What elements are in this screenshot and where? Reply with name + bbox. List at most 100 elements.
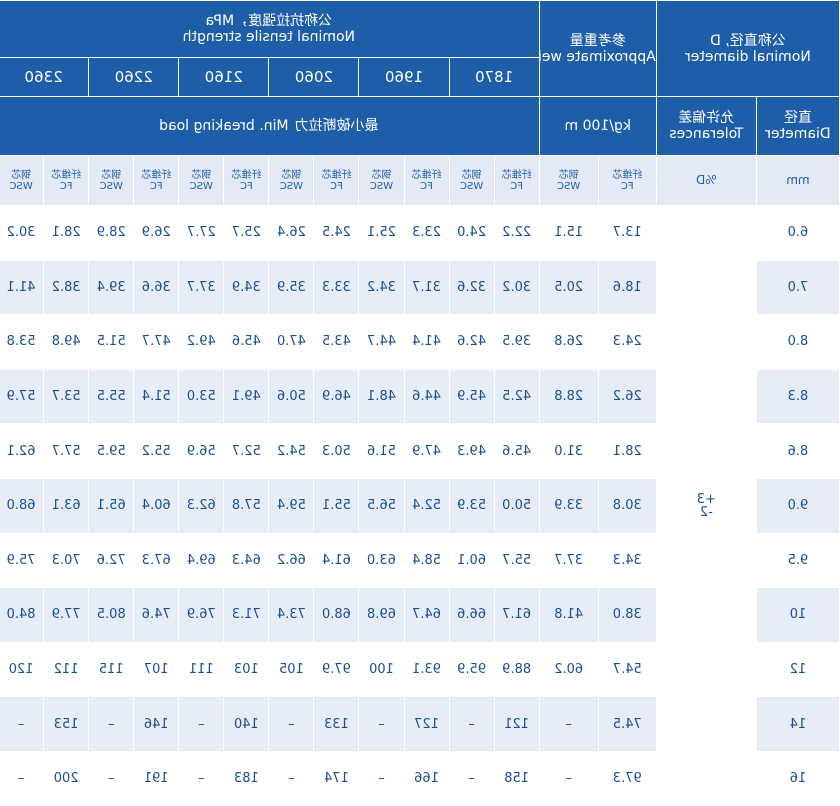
cell-text: 66.2 bbox=[276, 552, 306, 568]
cell-text: 75.9 bbox=[6, 552, 36, 568]
value-cell: 69.4 bbox=[178, 533, 224, 588]
value-cell: 38.0 bbox=[598, 587, 657, 643]
cell-text: 55.5 bbox=[96, 389, 126, 405]
cell-text: 37.7 bbox=[554, 552, 584, 568]
value-cell: 77.9 bbox=[43, 587, 89, 643]
cell-text: 51.6 bbox=[367, 443, 396, 459]
core-type-header: 钢芯 WSC bbox=[178, 155, 224, 206]
cell-text: 15.1 bbox=[554, 225, 584, 241]
cell-text: – bbox=[288, 771, 295, 787]
core-type-header: 纤维芯 FC bbox=[43, 155, 89, 206]
core-type-header: 钢芯 WSC bbox=[449, 155, 495, 206]
cell-text: 107 bbox=[143, 662, 169, 678]
value-cell: 69.8 bbox=[358, 587, 405, 643]
cell-text: 183 bbox=[233, 771, 259, 787]
value-cell: 76.9 bbox=[178, 587, 224, 643]
cell-text: 64.3 bbox=[231, 552, 261, 568]
value-cell: 38.2 bbox=[43, 260, 89, 315]
cell-text: 52.4 bbox=[412, 498, 442, 514]
cell-text: 49.2 bbox=[186, 334, 216, 350]
grade-header: 2260 bbox=[88, 57, 179, 97]
cell-text: 50.6 bbox=[276, 389, 306, 405]
cell-text: 2060 bbox=[294, 68, 334, 86]
value-cell: 61.4 bbox=[313, 533, 359, 588]
value-cell: 191 bbox=[133, 751, 179, 806]
value-cell: 26.8 bbox=[539, 314, 599, 370]
cell-text: 41.8 bbox=[554, 607, 584, 623]
cell-text: 54.7 bbox=[612, 662, 642, 678]
value-cell: 47.7 bbox=[133, 314, 179, 370]
cell-text: 120 bbox=[8, 662, 34, 678]
cell-text: – bbox=[378, 716, 385, 732]
value-cell: 30.8 bbox=[598, 478, 657, 534]
value-cell: 42.5 bbox=[494, 369, 540, 424]
cell-text: 112 bbox=[53, 662, 79, 678]
value-cell: 26.9 bbox=[133, 205, 179, 261]
cell-text: 30.2 bbox=[502, 279, 532, 295]
tensile-strength-header: 公称抗拉强度，MPa Nominal tensile strength bbox=[0, 0, 540, 58]
value-cell: 54.7 bbox=[598, 642, 657, 697]
cell-text: 80.5 bbox=[96, 607, 126, 623]
cell-text: 26.4 bbox=[276, 225, 306, 241]
tolerances-header: 允许偏差 Tolerances bbox=[656, 96, 757, 156]
cell-text: 10 bbox=[789, 607, 807, 623]
value-cell: 112 bbox=[43, 642, 89, 697]
cell-text: 60.2 bbox=[554, 662, 584, 678]
cell-text: 59.5 bbox=[96, 443, 126, 459]
value-cell: 53.7 bbox=[43, 369, 89, 424]
cell-text: 60.1 bbox=[457, 552, 487, 568]
cell-text: 74.5 bbox=[612, 716, 642, 732]
value-cell: 41.1 bbox=[0, 260, 44, 315]
cell-text: 62.3 bbox=[186, 498, 216, 514]
value-cell: 36.6 bbox=[133, 260, 179, 315]
value-cell: 200 bbox=[43, 751, 89, 806]
core-type-header: 钢芯 WSC bbox=[358, 155, 405, 206]
cell-text: 53.7 bbox=[51, 389, 81, 405]
value-cell: 24.5 bbox=[313, 205, 359, 261]
value-cell: – bbox=[178, 751, 224, 806]
value-cell: 74.6 bbox=[133, 587, 179, 643]
cell-text: 39.5 bbox=[502, 334, 532, 350]
min-breaking-load-header: 最小破断拉力 Min. breaking load bbox=[0, 96, 540, 156]
value-cell: 34.9 bbox=[223, 260, 269, 315]
value-cell: 39.5 bbox=[494, 314, 540, 370]
cell-text: 32.6 bbox=[457, 279, 487, 295]
value-cell: 50.0 bbox=[494, 478, 540, 534]
cell-text: – bbox=[468, 716, 475, 732]
cell-text: – bbox=[198, 771, 205, 787]
cell-text: 公称直径, D bbox=[710, 32, 786, 49]
value-cell: 32.6 bbox=[449, 260, 495, 315]
cell-text: 53.9 bbox=[457, 498, 487, 514]
cell-text: 24.0 bbox=[457, 225, 487, 241]
cell-text: 9.0 bbox=[787, 498, 809, 514]
cell-text: 23.3 bbox=[412, 225, 442, 241]
core-type-header: 钢芯 WSC bbox=[268, 155, 314, 206]
cell-text: 46.9 bbox=[321, 389, 351, 405]
value-cell: 67.3 bbox=[133, 533, 179, 588]
cell-text: 72.6 bbox=[96, 552, 126, 568]
cell-text: WSC bbox=[557, 180, 581, 192]
value-cell: 56.5 bbox=[358, 478, 405, 534]
value-cell: 57.7 bbox=[43, 423, 89, 479]
cell-text: 60.4 bbox=[141, 498, 171, 514]
cell-text: 35.9 bbox=[276, 279, 306, 295]
tolerance-cell: +3 -2 bbox=[656, 205, 757, 806]
cell-text: 参考重量 bbox=[569, 32, 626, 49]
cell-text: 146 bbox=[143, 716, 169, 732]
value-cell: 34.2 bbox=[358, 260, 405, 315]
value-cell: 22.2 bbox=[494, 205, 540, 261]
value-cell: 97.3 bbox=[598, 751, 657, 806]
value-cell: – bbox=[0, 751, 44, 806]
cell-text: – bbox=[288, 716, 295, 732]
value-cell: 50.6 bbox=[268, 369, 314, 424]
cell-text: 127 bbox=[414, 716, 439, 732]
value-cell: 26.2 bbox=[598, 369, 657, 424]
cell-text: 允许偏差 bbox=[678, 110, 735, 126]
cell-text: WSC bbox=[279, 180, 304, 192]
cell-text: 166 bbox=[414, 771, 439, 787]
value-cell: 51.6 bbox=[358, 423, 405, 479]
cell-text: Diameter bbox=[765, 126, 831, 142]
cell-text: 45.6 bbox=[502, 443, 532, 459]
cell-text: 111 bbox=[188, 662, 214, 678]
